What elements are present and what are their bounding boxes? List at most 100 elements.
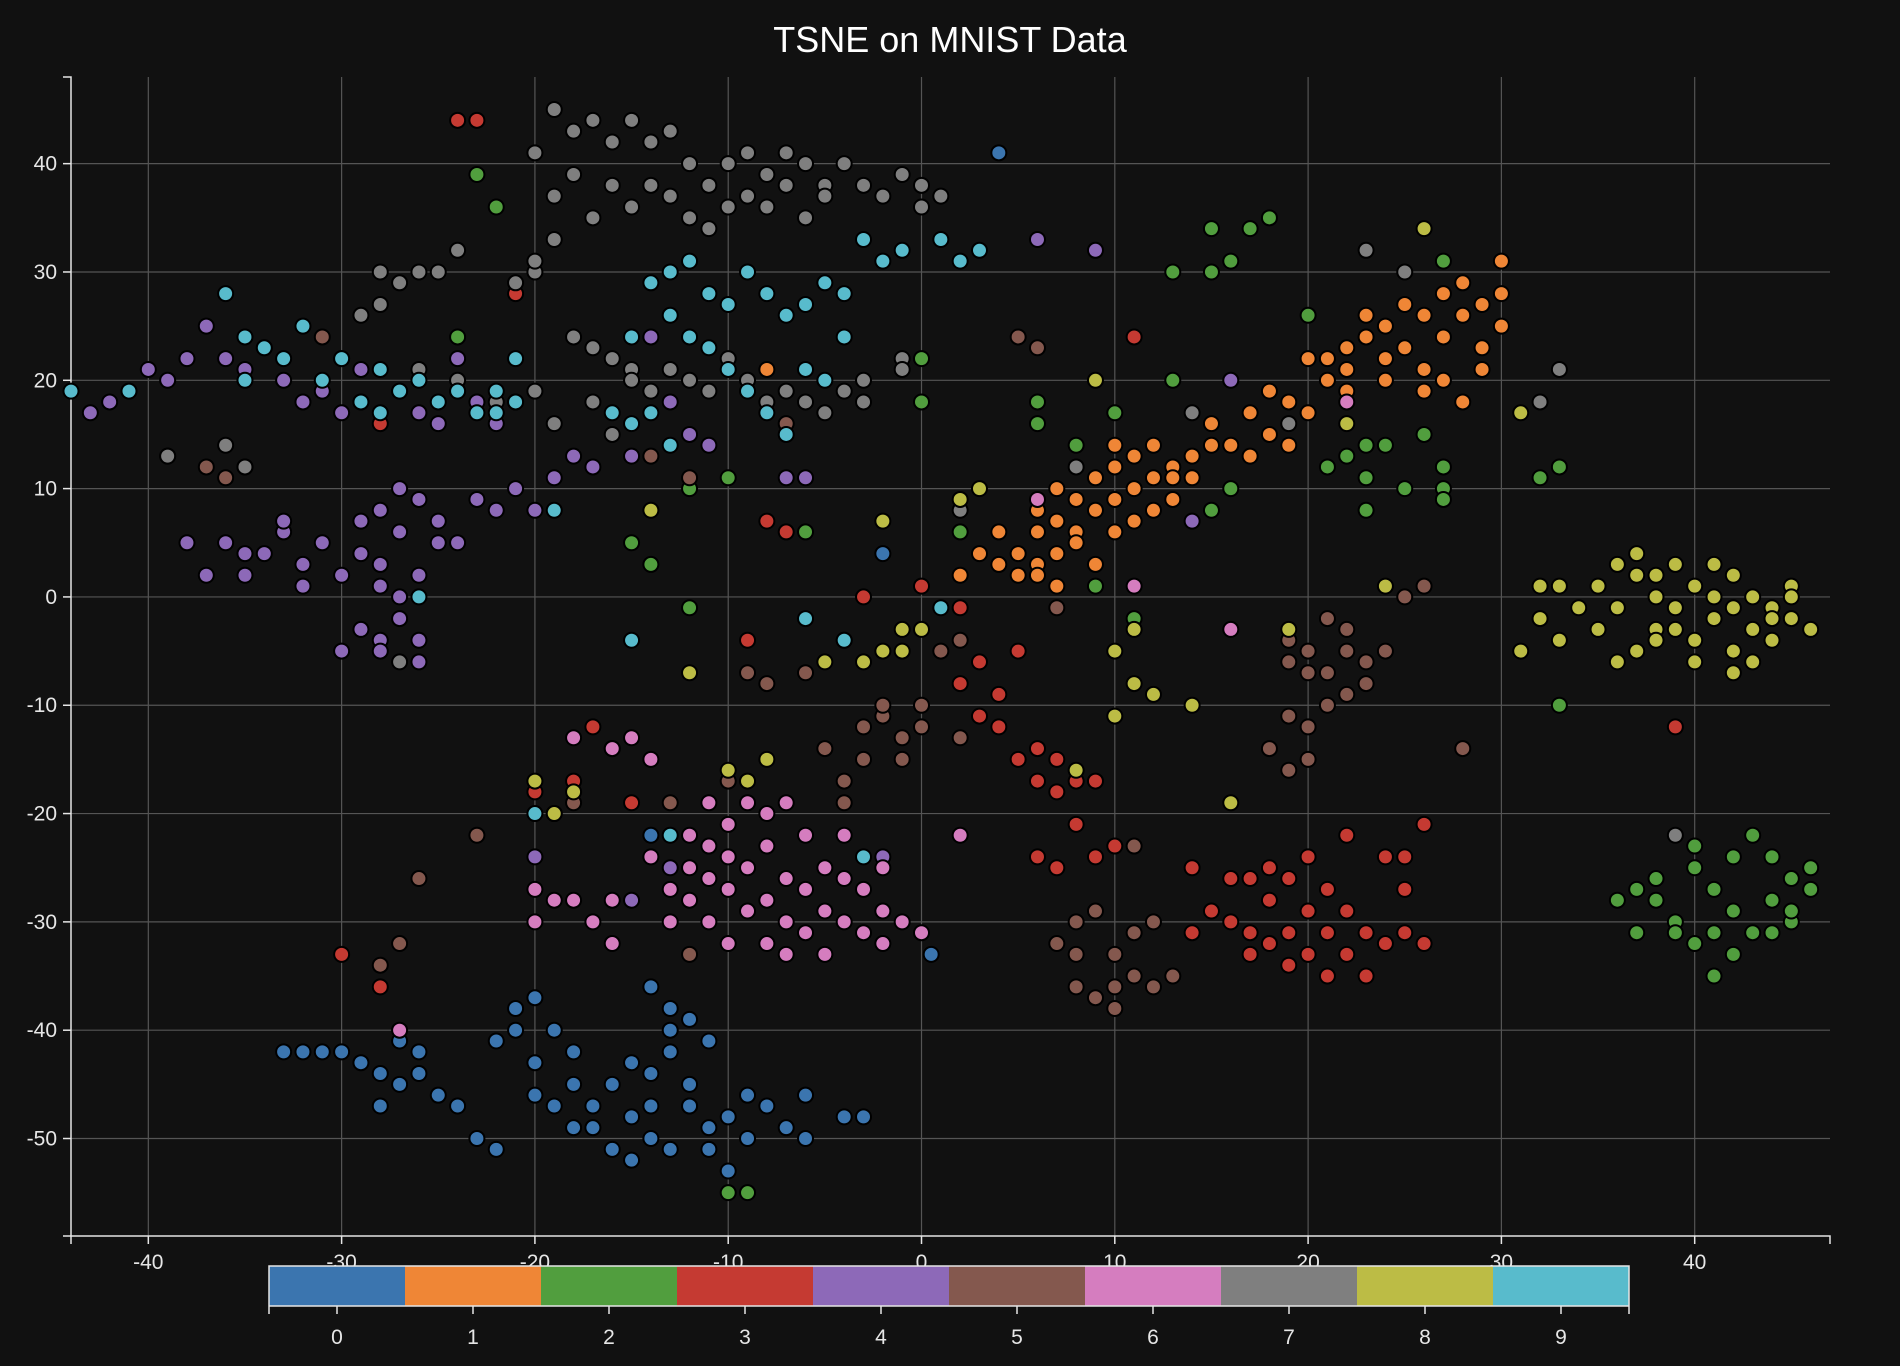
point-digit-0 bbox=[642, 978, 660, 996]
point-digit-3 bbox=[1048, 750, 1066, 768]
point-digit-2 bbox=[1434, 458, 1452, 476]
point-digit-1 bbox=[1009, 566, 1027, 584]
point-digit-0 bbox=[623, 1054, 641, 1072]
point-digit-0 bbox=[681, 1075, 699, 1093]
point-digit-5 bbox=[816, 740, 834, 758]
point-digit-6 bbox=[681, 891, 699, 909]
y-tick-label: -50 bbox=[27, 1128, 57, 1151]
point-digit-5 bbox=[932, 642, 950, 660]
point-digit-6 bbox=[526, 880, 544, 898]
point-digit-2 bbox=[1724, 848, 1742, 866]
point-digit-8 bbox=[1106, 707, 1124, 725]
point-digit-7 bbox=[777, 382, 795, 400]
point-digit-7 bbox=[893, 165, 911, 183]
point-digit-3 bbox=[1086, 772, 1104, 790]
point-digit-9 bbox=[855, 848, 873, 866]
point-digit-0 bbox=[874, 545, 892, 563]
point-digit-1 bbox=[1415, 360, 1433, 378]
point-digit-2 bbox=[1744, 826, 1762, 844]
point-digit-5 bbox=[1318, 696, 1336, 714]
point-digit-5 bbox=[893, 729, 911, 747]
point-digit-6 bbox=[874, 859, 892, 877]
point-digit-5 bbox=[835, 772, 853, 790]
point-digit-8 bbox=[1647, 631, 1665, 649]
point-digit-6 bbox=[700, 794, 718, 812]
point-digit-9 bbox=[816, 274, 834, 292]
point-digit-3 bbox=[1241, 924, 1259, 942]
point-digit-5 bbox=[1009, 328, 1027, 346]
point-digit-1 bbox=[1434, 328, 1452, 346]
point-digit-7 bbox=[758, 198, 776, 216]
point-digit-3 bbox=[468, 111, 486, 129]
point-digit-2 bbox=[1357, 469, 1375, 487]
point-digit-7 bbox=[526, 252, 544, 270]
point-digit-4 bbox=[623, 447, 641, 465]
point-digit-5 bbox=[1086, 989, 1104, 1007]
point-digit-8 bbox=[1183, 696, 1201, 714]
point-digit-5 bbox=[1396, 588, 1414, 606]
point-digit-7 bbox=[410, 263, 428, 281]
point-digit-4 bbox=[333, 404, 351, 422]
point-digit-0 bbox=[333, 1043, 351, 1061]
point-digit-5 bbox=[1067, 945, 1085, 963]
point-digit-9 bbox=[797, 360, 815, 378]
point-digit-0 bbox=[835, 1108, 853, 1126]
point-digit-5 bbox=[1454, 740, 1472, 758]
point-digit-9 bbox=[294, 317, 312, 335]
colorbar-swatch bbox=[677, 1266, 813, 1306]
point-digit-2 bbox=[1686, 935, 1704, 953]
point-digit-1 bbox=[1434, 285, 1452, 303]
point-digit-7 bbox=[565, 165, 583, 183]
point-digit-5 bbox=[313, 328, 331, 346]
point-digit-1 bbox=[1338, 339, 1356, 357]
point-digit-4 bbox=[1222, 371, 1240, 389]
point-digit-1 bbox=[1144, 469, 1162, 487]
point-digit-7 bbox=[371, 263, 389, 281]
point-digit-2 bbox=[1705, 880, 1723, 898]
point-digit-6 bbox=[777, 945, 795, 963]
point-digit-8 bbox=[526, 772, 544, 790]
point-digit-6 bbox=[855, 924, 873, 942]
point-digit-8 bbox=[1744, 588, 1762, 606]
point-digit-2 bbox=[1686, 837, 1704, 855]
point-digit-4 bbox=[661, 393, 679, 411]
point-digit-4 bbox=[255, 545, 273, 563]
point-digit-6 bbox=[739, 859, 757, 877]
point-digit-3 bbox=[1299, 902, 1317, 920]
point-digit-3 bbox=[1666, 718, 1684, 736]
point-digit-2 bbox=[1550, 458, 1568, 476]
point-digit-5 bbox=[1028, 339, 1046, 357]
point-digit-2 bbox=[1028, 415, 1046, 433]
point-digit-8 bbox=[1763, 631, 1781, 649]
point-digit-9 bbox=[739, 382, 757, 400]
point-digit-3 bbox=[1048, 783, 1066, 801]
point-digit-1 bbox=[1086, 555, 1104, 573]
point-digit-1 bbox=[1357, 328, 1375, 346]
colorbar-swatch bbox=[1221, 1266, 1357, 1306]
point-digit-1 bbox=[1009, 545, 1027, 563]
point-digit-8 bbox=[1589, 577, 1607, 595]
point-digit-9 bbox=[661, 436, 679, 454]
point-digit-0 bbox=[352, 1054, 370, 1072]
y-tick-label: 0 bbox=[45, 586, 57, 609]
point-digit-3 bbox=[1299, 848, 1317, 866]
point-digit-9 bbox=[874, 252, 892, 270]
point-digit-6 bbox=[545, 891, 563, 909]
point-digit-7 bbox=[855, 393, 873, 411]
point-digit-0 bbox=[642, 1065, 660, 1083]
point-digit-3 bbox=[1222, 913, 1240, 931]
point-digit-8 bbox=[1628, 545, 1646, 563]
point-digit-4 bbox=[545, 469, 563, 487]
point-digit-5 bbox=[758, 675, 776, 693]
point-digit-6 bbox=[913, 924, 931, 942]
point-digit-5 bbox=[1338, 642, 1356, 660]
point-digit-3 bbox=[1067, 815, 1085, 833]
point-digit-0 bbox=[797, 1086, 815, 1104]
point-digit-3 bbox=[333, 945, 351, 963]
point-digit-3 bbox=[970, 707, 988, 725]
point-digit-7 bbox=[391, 653, 409, 671]
colorbar-label: 9 bbox=[1555, 1326, 1567, 1349]
point-digit-1 bbox=[1473, 339, 1491, 357]
point-digit-9 bbox=[700, 285, 718, 303]
point-digit-6 bbox=[661, 880, 679, 898]
